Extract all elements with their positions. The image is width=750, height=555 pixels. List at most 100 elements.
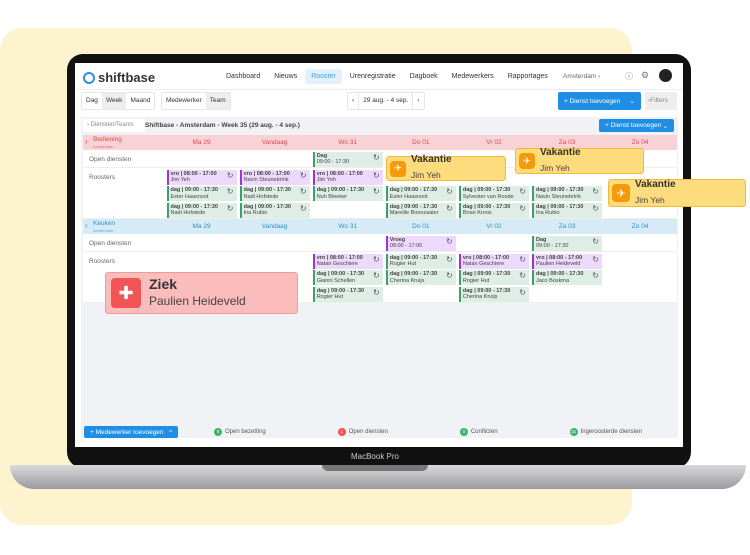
roster-shift[interactable]: dag | 09:00 - 17:30 Ina Rubio ↻ [532, 202, 602, 218]
refresh-icon[interactable]: ↻ [446, 187, 453, 196]
location-selector[interactable]: Amsterdam ‹ [563, 73, 601, 80]
refresh-icon[interactable]: ↻ [592, 271, 599, 280]
refresh-icon[interactable]: ↻ [519, 271, 526, 280]
roster-shift[interactable]: dag | 09:00 - 17:30 Brian Kroos ↻ [458, 202, 529, 218]
filters-button[interactable]: ‹Filters [645, 92, 677, 110]
add-shift-button-secondary[interactable]: + Dienst toevoegen ⌄ [599, 119, 674, 132]
refresh-icon[interactable]: ↻ [592, 187, 599, 196]
stat-item[interactable]: 31 Ingeroosterde diensten [569, 428, 642, 436]
refresh-icon[interactable]: ↻ [592, 236, 599, 246]
refresh-icon[interactable]: ↻ [519, 187, 526, 196]
roster-shift[interactable]: vro | 08:00 - 17:00 Jim Yeh ↻ [312, 169, 383, 185]
day-header: Wo 31 [338, 139, 358, 146]
roster-shift[interactable]: dag | 09:00 - 17:30 Ina Rubio ↻ [239, 202, 310, 218]
stat-item[interactable]: 0 Conflicten [459, 428, 498, 436]
refresh-icon[interactable]: ↻ [592, 203, 599, 213]
roster-shift[interactable]: dag | 09:00 - 17:30 Rogier Hut ↻ [458, 270, 529, 285]
roster-shift[interactable]: dag | 09:00 - 17:30 Cherina Kruijs ↻ [458, 286, 529, 302]
employee-name: Ester Haasnoot [170, 193, 209, 200]
team-label[interactable]: › Bediening Amsterdam [83, 135, 165, 150]
nav-item-nieuws[interactable]: Nieuws [274, 73, 298, 80]
nav-item-rooster[interactable]: Rooster [305, 69, 342, 84]
shift-title: dag | 09:00 - 17:30 [462, 203, 511, 210]
shift-title: dag | 09:00 - 17:30 [243, 203, 291, 210]
refresh-icon[interactable]: ↻ [372, 152, 380, 162]
view-maand[interactable]: Maand [130, 97, 151, 104]
roster-shift[interactable]: dag | 09:00 - 17:30 Ester Haasnoot ↻ [166, 186, 237, 201]
refresh-icon[interactable]: ↻ [519, 287, 526, 297]
breadcrumb[interactable]: › Diensten/Teams [83, 119, 145, 132]
open-shift[interactable]: Dag 09:00 - 17:30 ↻ [532, 235, 602, 251]
chevron-right-icon[interactable]: › [85, 221, 88, 230]
roster-shift[interactable]: dag | 09:00 - 17:30 Jaco Boskma ↻ [532, 270, 602, 285]
view-week[interactable]: Week [101, 93, 127, 109]
refresh-icon[interactable]: ↻ [226, 170, 234, 180]
refresh-icon[interactable]: ↻ [372, 170, 380, 180]
refresh-icon[interactable]: ↻ [446, 203, 453, 213]
roster-shift[interactable]: dag | 09:00 - 17:30 Nuh Bleeker ↻ [312, 186, 383, 201]
popup-text: Vakantie Jim Yeh [635, 179, 676, 208]
refresh-icon[interactable]: ↻ [446, 271, 453, 280]
nav-item-rapportages[interactable]: Rapportages [507, 73, 548, 80]
nav-item-urenregistratie[interactable]: Urenregistratie [349, 73, 396, 80]
refresh-icon[interactable]: ↻ [446, 236, 453, 246]
refresh-icon[interactable]: ↻ [299, 203, 307, 213]
stat-item[interactable]: 1 Open diensten [337, 428, 388, 436]
refresh-icon[interactable]: ↻ [299, 187, 307, 196]
rosters-row: Roosters vro | 08:00 - 17:00 Jim Yeh ↻ dag |… [83, 168, 677, 219]
refresh-icon[interactable]: ↻ [372, 287, 380, 297]
roster-shift[interactable]: dag | 09:00 - 17:30 Nadi Hofstede ↻ [166, 202, 237, 218]
grouping-medewerker[interactable]: Medewerker [166, 97, 202, 104]
row-label: Roosters [89, 174, 116, 181]
roster-shift[interactable]: dag | 09:00 - 17:30 Sylvester van Roode ↻ [458, 186, 529, 201]
roster-shift[interactable]: dag | 09:00 - 17:30 Rogier Hut ↻ [312, 286, 383, 302]
roster-shift[interactable]: dag | 09:00 - 17:30 Navin Steunebrink ↻ [532, 186, 602, 201]
nav-item-medewerkers[interactable]: Medewerkers [451, 73, 494, 80]
logo[interactable]: shiftbase [83, 70, 155, 85]
roster-shift[interactable]: vro | 08:00 - 17:00 Navin Steunebrink ↻ [239, 169, 310, 185]
refresh-icon[interactable]: ↻ [519, 203, 526, 213]
stat-item[interactable]: 0 Open bezetting [214, 428, 266, 436]
refresh-icon[interactable]: ↻ [226, 203, 234, 213]
nav-item-dashboard[interactable]: Dashboard [226, 73, 261, 80]
next-week-button[interactable]: › [417, 97, 420, 104]
employee-name: Brian Kroos [462, 210, 492, 216]
grouping-team[interactable]: Team [205, 93, 230, 109]
roster-shift[interactable]: dag | 09:00 - 17:30 Ester Haasnoot ↻ [385, 186, 456, 201]
add-employee-button[interactable]: + Medewerker toevoegen ^ [84, 426, 178, 438]
refresh-icon[interactable]: ↻ [446, 254, 453, 264]
roster-shift[interactable]: vro | 08:00 - 17:00 Natan Geschiere ↻ [312, 253, 383, 269]
refresh-icon[interactable]: ↻ [372, 254, 380, 264]
refresh-icon[interactable]: ↻ [299, 170, 307, 180]
gear-icon[interactable]: ⚙ [641, 70, 650, 80]
date-navigator: ‹ 29 aug. - 4 sep. › [347, 92, 425, 110]
employee-name: Mareille Boonzaaier [389, 210, 439, 216]
roster-shift[interactable]: dag | 09:00 - 17:30 Mareille Boonzaaier ↻ [385, 202, 456, 218]
roster-shift[interactable]: dag | 09:00 - 17:30 Nadi Hofstede ↻ [239, 186, 310, 201]
prev-week-button[interactable]: ‹ [352, 97, 355, 104]
view-dag[interactable]: Dag [86, 97, 98, 104]
roster-shift[interactable]: dag | 09:00 - 17:30 Gianni Schellen ↻ [312, 270, 383, 285]
team-label[interactable]: › Keuken Amsterdam [83, 219, 165, 234]
shift-title: dag | 09:00 - 17:30 [316, 271, 365, 277]
help-icon[interactable]: ⓘ [625, 72, 633, 81]
nav-menu: Dashboard Nieuws Rooster Urenregistratie Dag… [220, 69, 554, 84]
date-range[interactable]: 29 aug. - 4 sep. [358, 93, 414, 109]
refresh-icon[interactable]: ↻ [226, 187, 234, 196]
add-shift-button[interactable]: + Dienst toevoegen ⌄ [558, 92, 641, 110]
roster-shift[interactable]: vro | 08:00 - 17:00 Jim Yeh ↻ [166, 169, 237, 185]
shift-title: dag | 09:00 - 17:30 [389, 254, 438, 261]
refresh-icon[interactable]: ↻ [372, 187, 380, 196]
roster-shift[interactable]: dag | 09:00 - 17:30 Cherina Kruijs ↻ [385, 270, 456, 285]
refresh-icon[interactable]: ↻ [519, 254, 526, 264]
open-shift[interactable]: Dag 09:00 - 17:30 ↻ [312, 151, 383, 167]
roster-shift[interactable]: vro | 08:00 - 17:00 Paulien Heideveld ↻ [532, 253, 602, 269]
open-shift[interactable]: Vroeg 08:00 - 17:00 ↻ [385, 235, 456, 251]
roster-shift[interactable]: vro | 08:00 - 17:00 Natan Geschiere ↻ [458, 253, 529, 269]
roster-shift[interactable]: dag | 09:00 - 17:30 Rogier Hut ↻ [385, 253, 456, 269]
refresh-icon[interactable]: ↻ [372, 271, 380, 280]
chevron-right-icon[interactable]: › [85, 137, 88, 146]
avatar[interactable] [659, 69, 672, 82]
refresh-icon[interactable]: ↻ [592, 254, 599, 264]
nav-item-dagboek[interactable]: Dagboek [409, 73, 438, 80]
